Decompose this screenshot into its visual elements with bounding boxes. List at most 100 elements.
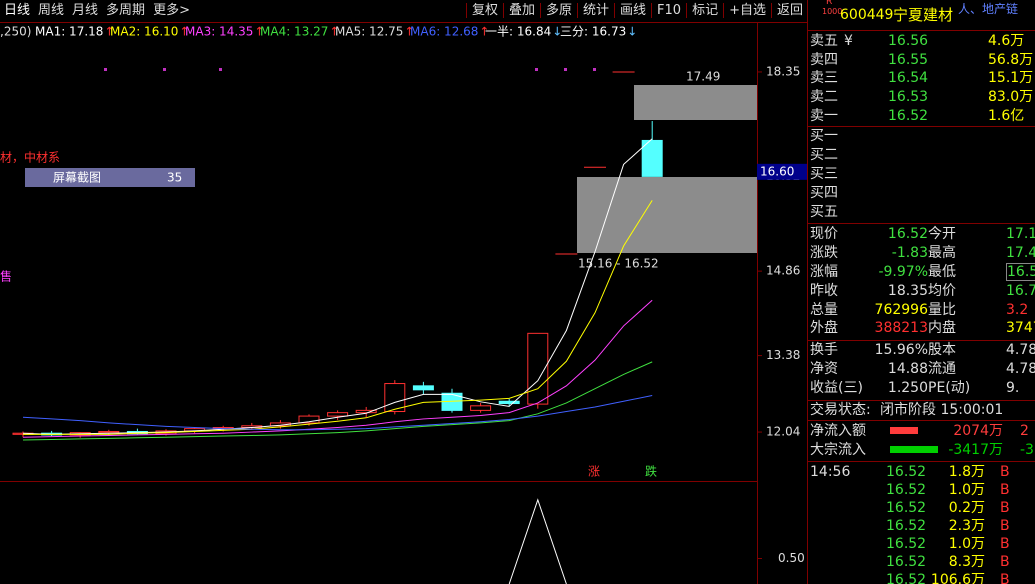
flow-value: -3417万: [948, 442, 1003, 458]
y-tick-label: 14.86: [766, 264, 800, 278]
tool-button[interactable]: +自选: [723, 3, 771, 18]
stat-value: 15.96%: [874, 342, 928, 358]
tick-price: 16.52: [886, 572, 927, 584]
stat-value: 37478: [1006, 320, 1035, 336]
screenshot-button[interactable]: [25, 168, 195, 187]
stat-label: 外盘: [810, 320, 838, 336]
indicator-label: MA3: 14.35: [185, 25, 253, 39]
zone-label: 17.49: [686, 70, 720, 84]
badge: R: [826, 0, 833, 7]
stat-value: 3.2: [1006, 302, 1029, 318]
tool-button[interactable]: 统计: [577, 3, 615, 18]
tool-button[interactable]: 叠加: [502, 3, 540, 18]
tick-side: B: [1000, 554, 1010, 570]
chart-area: 材，中材系 屏幕截图 35 售 15.16 - 16.52 17.49 涨 跌 …: [0, 0, 808, 584]
flow-label: 净流入额: [810, 423, 866, 439]
period-tab[interactable]: 月线: [72, 3, 99, 18]
tick-price: 16.52: [886, 554, 927, 570]
candle-body: [412, 385, 434, 391]
ma-line: [23, 200, 653, 435]
ask-price: 16.53: [888, 89, 929, 105]
concept: 人、地产链: [958, 2, 1019, 16]
separator: [808, 420, 1035, 421]
stat-label: 涨幅: [810, 264, 838, 280]
tick-volume: 0.2万: [948, 500, 985, 516]
ask-price: 16.52: [888, 108, 929, 124]
ask-label: 卖五: [810, 33, 838, 49]
bid-label: 买三: [810, 166, 838, 182]
ask-price: 16.54: [888, 70, 929, 86]
period-tab[interactable]: 多周期: [106, 3, 146, 18]
candle-body: [498, 400, 520, 405]
tool-button[interactable]: 返回: [770, 3, 808, 18]
indicator-line: [508, 498, 567, 584]
stat-label: 均价: [928, 283, 956, 299]
stock-name: 宁夏建材: [893, 6, 954, 24]
candle-body: [641, 139, 663, 177]
period-tab[interactable]: 周线: [38, 3, 65, 18]
indicator-arrow: ↑: [179, 25, 189, 39]
stat-label: 量比: [928, 302, 956, 318]
zone-box: [634, 85, 757, 120]
ask-volume: 1.6亿: [988, 108, 1025, 124]
candle-body: [327, 412, 349, 417]
indicator-label: MA4: 13.27: [260, 25, 328, 39]
indicator-arrow: ↑: [404, 25, 414, 39]
indicator-label: 三分: 16.73: [560, 25, 626, 39]
flow-label: 大宗流入: [810, 442, 866, 458]
separator: [808, 126, 1035, 127]
y-tick-label: 18.35: [766, 64, 800, 78]
tick-volume: 1.8万: [948, 464, 985, 480]
ask-volume: 15.1万: [988, 70, 1034, 86]
stat-value: 16.52: [887, 226, 928, 242]
bid-label: 买五: [810, 204, 838, 220]
separator: [808, 400, 1035, 401]
tick-volume: 8.3万: [948, 554, 985, 570]
candle-body: [527, 332, 549, 405]
button-label[interactable]: 屏幕截图: [53, 171, 101, 185]
candle-body: [355, 409, 377, 414]
period-tabs: 日线 周线 月线 多周期 更多>: [0, 0, 194, 22]
period-tab[interactable]: 更多>: [153, 3, 190, 18]
sector-note: 材，中材系: [0, 150, 60, 165]
indicator-arrow: ↑: [254, 25, 264, 39]
bid-label: 买一: [810, 128, 838, 144]
stat-value: 14.88: [887, 361, 928, 377]
stat-value: 762996: [874, 302, 928, 318]
stat-label: 最高: [928, 245, 956, 261]
stat-value: 388213: [874, 320, 928, 336]
separator: [808, 461, 1035, 462]
button-count[interactable]: 35: [167, 171, 182, 185]
stat-value: 17.1: [1006, 226, 1035, 242]
stat-label: 昨收: [810, 283, 838, 299]
tool-button[interactable]: 复权: [465, 3, 503, 18]
tick-side: B: [1000, 482, 1010, 498]
ask-label: 卖三: [810, 70, 838, 86]
signal-dots: [104, 68, 596, 71]
indicator-arrow: ↑: [479, 25, 489, 39]
ask-label: 卖四: [810, 52, 838, 68]
period-tab[interactable]: 日线: [4, 3, 31, 18]
ma-line: [22, 395, 653, 431]
indicator-label: MA2: 16.10: [110, 25, 178, 39]
status-label: 交易状态:: [810, 402, 871, 418]
flow-bar: [890, 427, 918, 434]
stat-value: 9.: [1006, 380, 1020, 396]
bid-label: 买二: [810, 147, 838, 163]
indicator-arrow: ↓: [552, 25, 562, 39]
indicator-arrow: ↑: [329, 25, 339, 39]
tick-volume: 106.6万: [930, 572, 985, 584]
rise-mark: 涨: [588, 464, 600, 479]
ask-volume: 4.6万: [988, 33, 1025, 49]
ask-price: 16.55: [888, 52, 929, 68]
tool-button[interactable]: 多原: [539, 3, 577, 18]
indicator-label: MA6: 12.68: [410, 25, 478, 39]
stat-label: 内盘: [928, 320, 956, 336]
indicator-label: MA5: 12.75: [335, 25, 403, 39]
tool-button[interactable]: 标记: [686, 3, 724, 18]
tool-button[interactable]: F10: [651, 3, 687, 18]
tool-button[interactable]: 画线: [614, 3, 652, 18]
y-tick-label: 0.50: [778, 551, 805, 565]
tick-side: B: [1000, 500, 1010, 516]
tick-volume: 2.3万: [948, 518, 985, 534]
